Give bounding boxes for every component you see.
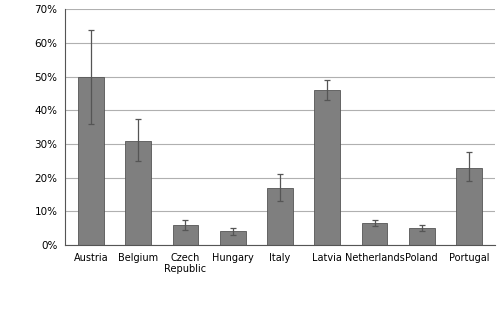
Bar [314,90,340,245]
Bar [362,223,388,245]
Bar [125,141,151,245]
Bar [220,231,246,245]
Bar [456,168,482,245]
Bar [267,188,293,245]
Bar [78,77,104,245]
Bar [172,225,199,245]
Bar [409,228,435,245]
